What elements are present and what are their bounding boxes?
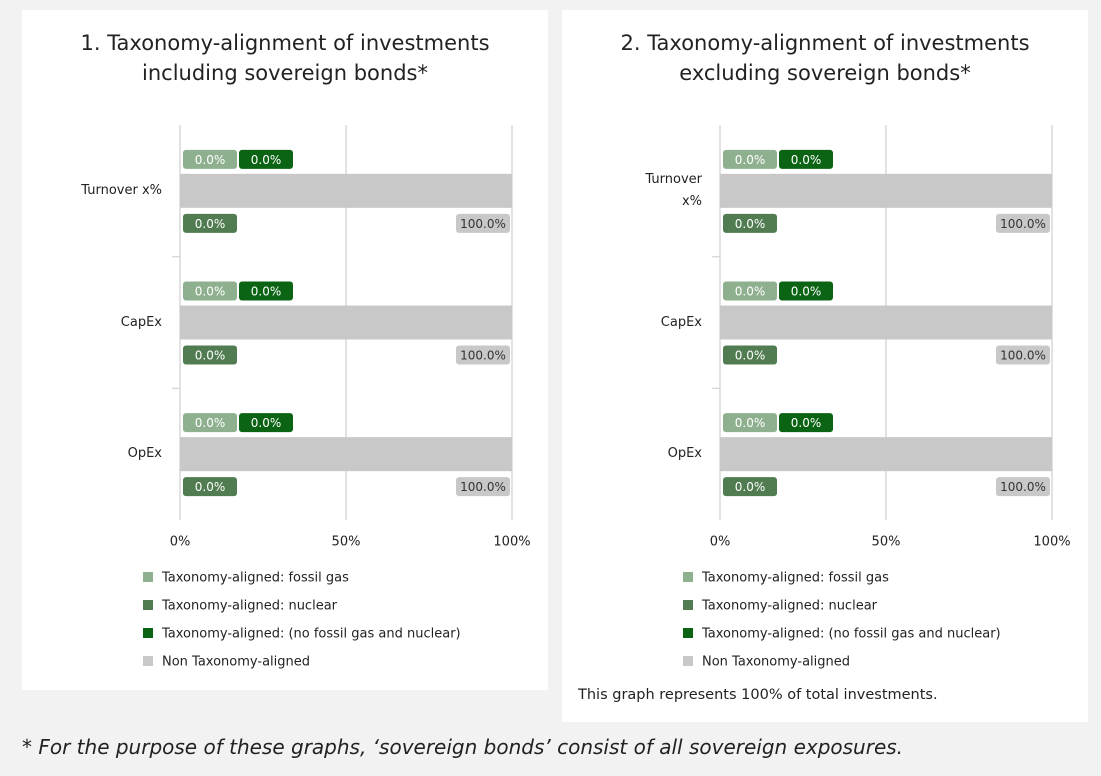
bar-segment	[180, 173, 512, 208]
data-label-box	[183, 477, 237, 497]
chart: 0% 50% 100% 0.0% 0.0% 0.0% 100.0% 0.0% 0.0% 0.0% 1…	[143, 125, 531, 670]
legend-swatch	[683, 628, 693, 638]
data-label: 100.0%	[460, 349, 506, 363]
data-label-box	[723, 281, 777, 301]
legend-swatch	[143, 628, 153, 638]
data-label-box	[239, 281, 293, 301]
data-label-box	[723, 477, 777, 497]
data-label-box	[723, 345, 777, 365]
chart-title: 2. Taxonomy-alignment of investments exc…	[620, 31, 1030, 85]
data-label: 0.0%	[251, 153, 282, 167]
data-label-box	[183, 413, 237, 433]
category-label: Turnover x%	[81, 182, 162, 198]
data-label-box	[456, 477, 510, 497]
data-label: 0.0%	[251, 416, 282, 430]
data-label: 0.0%	[735, 416, 766, 430]
data-label-box	[723, 413, 777, 433]
chart-panel: 2. Taxonomy-alignment of investments exc…	[562, 10, 1088, 722]
legend-label: Taxonomy-aligned: nuclear	[161, 599, 338, 614]
data-label: 0.0%	[735, 349, 766, 363]
category-label: Turnover x%	[645, 171, 702, 209]
data-label-box	[996, 213, 1050, 233]
data-label-box	[183, 213, 237, 233]
legend-label: Taxonomy-aligned: fossil gas	[701, 571, 889, 586]
bar-segment	[180, 437, 512, 472]
legend-label: Taxonomy-aligned: (no fossil gas and nuc…	[161, 627, 461, 642]
data-label: 0.0%	[195, 349, 226, 363]
data-label-box	[723, 213, 777, 233]
x-tick-label: 100%	[493, 535, 530, 550]
data-label: 100.0%	[1000, 480, 1046, 494]
data-label: 0.0%	[195, 217, 226, 231]
data-label-box	[779, 149, 833, 169]
chart-note: This graph represents 100% of total inve…	[578, 687, 938, 703]
data-label: 0.0%	[735, 217, 766, 231]
data-label-box	[183, 281, 237, 301]
data-label-box	[996, 345, 1050, 365]
data-label: 100.0%	[460, 480, 506, 494]
chart-title: 1. Taxonomy-alignment of investments inc…	[80, 31, 490, 85]
x-tick-label: 0%	[710, 535, 731, 550]
data-label-box	[996, 477, 1050, 497]
data-label-box	[239, 413, 293, 433]
bar-segment	[720, 437, 1052, 472]
data-label-box	[779, 413, 833, 433]
data-label: 0.0%	[791, 285, 822, 299]
data-label: 0.0%	[735, 480, 766, 494]
data-label-box	[779, 281, 833, 301]
legend-label: Taxonomy-aligned: nuclear	[701, 599, 878, 614]
footnote: * For the purpose of these graphs, ‘sove…	[22, 735, 904, 759]
data-label: 0.0%	[195, 480, 226, 494]
legend-label: Non Taxonomy-aligned	[702, 655, 850, 670]
data-label-box	[456, 213, 510, 233]
bar-segment	[720, 305, 1052, 340]
legend-label: Taxonomy-aligned: fossil gas	[161, 571, 349, 586]
legend-swatch	[683, 656, 693, 666]
bar-segment	[180, 305, 512, 340]
legend-swatch	[143, 572, 153, 582]
category-label: CapEx	[120, 314, 162, 330]
legend-swatch	[143, 656, 153, 666]
data-label: 0.0%	[195, 285, 226, 299]
chart: 0% 50% 100% 0.0% 0.0% 0.0% 100.0% 0.0% 0.0% 0.0% 1…	[683, 125, 1071, 670]
data-label: 100.0%	[1000, 217, 1046, 231]
data-label: 0.0%	[735, 153, 766, 167]
legend-swatch	[683, 600, 693, 610]
chart-panel: 1. Taxonomy-alignment of investments inc…	[22, 10, 548, 690]
x-tick-label: 100%	[1033, 535, 1070, 550]
legend-label: Non Taxonomy-aligned	[162, 655, 310, 670]
x-tick-label: 50%	[872, 535, 901, 550]
data-label: 100.0%	[460, 217, 506, 231]
data-label: 0.0%	[251, 285, 282, 299]
data-label: 0.0%	[195, 416, 226, 430]
category-label: CapEx	[660, 314, 702, 330]
legend-swatch	[143, 600, 153, 610]
data-label-box	[183, 345, 237, 365]
x-tick-label: 50%	[332, 535, 361, 550]
data-label-box	[239, 149, 293, 169]
category-label: OpEx	[127, 446, 162, 462]
legend-swatch	[683, 572, 693, 582]
x-tick-label: 0%	[170, 535, 191, 550]
bar-segment	[720, 173, 1052, 208]
category-label: OpEx	[667, 446, 702, 462]
data-label: 0.0%	[791, 153, 822, 167]
data-label-box	[723, 149, 777, 169]
data-label-box	[456, 345, 510, 365]
data-label-box	[183, 149, 237, 169]
data-label: 0.0%	[735, 285, 766, 299]
data-label: 100.0%	[1000, 349, 1046, 363]
data-label: 0.0%	[791, 416, 822, 430]
legend-label: Taxonomy-aligned: (no fossil gas and nuc…	[701, 627, 1001, 642]
data-label: 0.0%	[195, 153, 226, 167]
